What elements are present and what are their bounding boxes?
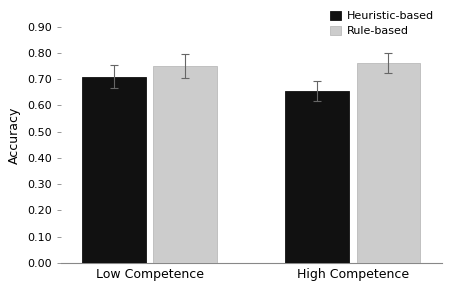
Legend: Heuristic-based, Rule-based: Heuristic-based, Rule-based — [328, 9, 436, 38]
Bar — [285, 91, 349, 263]
Y-axis label: Accuracy: Accuracy — [9, 107, 21, 164]
Bar — [153, 66, 217, 263]
Bar — [356, 63, 420, 263]
Bar — [82, 77, 146, 263]
